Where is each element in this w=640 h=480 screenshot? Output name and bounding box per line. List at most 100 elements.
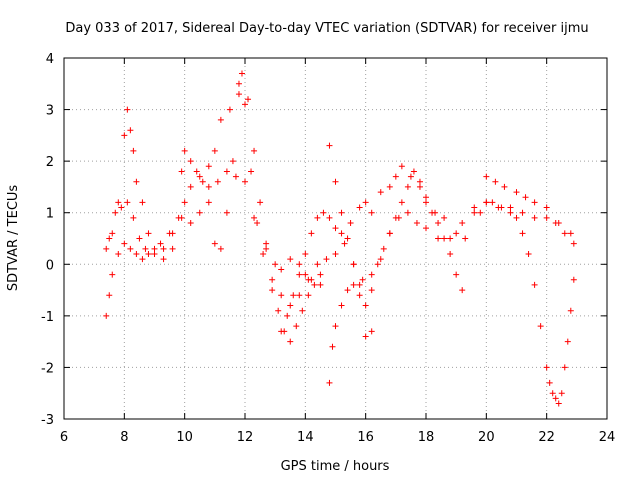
data-point [338, 209, 345, 216]
data-point [133, 178, 140, 185]
data-point [332, 225, 339, 232]
data-point [344, 235, 351, 242]
data-point [531, 281, 538, 288]
x-tick-label: 10 [176, 430, 193, 445]
data-point [453, 230, 460, 237]
data-point [317, 271, 324, 278]
data-point [386, 230, 393, 237]
x-tick-labels: 6 8 10 12 14 16 18 20 22 24 [60, 430, 615, 445]
x-tick-label: 20 [478, 430, 495, 445]
x-tick-label: 22 [538, 430, 555, 445]
data-point [392, 173, 399, 180]
series-track-e [477, 199, 577, 407]
data-point [338, 230, 345, 237]
data-point [248, 168, 255, 175]
data-point [546, 379, 553, 386]
data-point [326, 379, 333, 386]
data-point [362, 333, 369, 340]
data-point [531, 214, 538, 221]
data-point [410, 168, 417, 175]
data-point [115, 199, 122, 206]
data-point [287, 256, 294, 263]
y-axis-label: SDTVAR / TECUs [6, 185, 21, 292]
data-point [564, 338, 571, 345]
data-point [459, 220, 466, 227]
data-point [290, 292, 297, 299]
data-point [356, 281, 363, 288]
data-point [124, 199, 131, 206]
data-point [519, 209, 526, 216]
data-point [260, 250, 267, 257]
data-point [471, 204, 478, 211]
data-point [296, 292, 303, 299]
data-point [477, 209, 484, 216]
data-point [552, 395, 559, 402]
data-point [151, 250, 158, 257]
data-point [275, 307, 282, 314]
x-tick-label: 8 [120, 430, 128, 445]
data-point [263, 245, 270, 252]
data-point [441, 214, 448, 221]
data-point [109, 271, 116, 278]
data-point [377, 189, 384, 196]
data-point [435, 235, 442, 242]
data-point [519, 230, 526, 237]
data-point [296, 261, 303, 268]
data-point [196, 173, 203, 180]
data-point [453, 271, 460, 278]
data-point [489, 199, 496, 206]
data-point [314, 214, 321, 221]
data-point [223, 168, 230, 175]
data-point [245, 96, 252, 103]
data-point [404, 209, 411, 216]
data-point [199, 178, 206, 185]
data-point [323, 256, 330, 263]
data-point [211, 240, 218, 247]
data-points [103, 70, 577, 407]
data-point [169, 245, 176, 252]
data-point [293, 323, 300, 330]
data-point [142, 245, 149, 252]
data-point [178, 168, 185, 175]
data-point [377, 256, 384, 263]
y-tick-label: 2 [46, 155, 54, 170]
data-point [181, 199, 188, 206]
data-point [145, 250, 152, 257]
data-point [416, 183, 423, 190]
data-point [284, 312, 291, 319]
data-point [226, 106, 233, 113]
data-point [543, 204, 550, 211]
data-point [257, 199, 264, 206]
data-point [109, 230, 116, 237]
data-point [447, 235, 454, 242]
data-point [115, 250, 122, 257]
y-tick-label: -1 [41, 310, 54, 325]
data-point [332, 323, 339, 330]
data-point [423, 194, 429, 201]
data-point [332, 178, 339, 185]
data-point [567, 230, 574, 237]
data-point [296, 271, 303, 278]
data-point [263, 240, 270, 247]
data-point [347, 220, 354, 227]
data-point [341, 240, 348, 247]
data-point [127, 245, 134, 252]
y-tick-label: 3 [46, 104, 54, 119]
data-point [492, 178, 499, 185]
data-point [561, 364, 568, 371]
data-point [537, 323, 544, 330]
data-point [416, 178, 423, 185]
data-point [178, 214, 185, 221]
y-tick-labels: -3 -2 -1 0 1 2 3 4 [41, 52, 54, 428]
data-point [169, 230, 176, 237]
data-point [287, 338, 294, 345]
data-point [392, 214, 399, 221]
data-point [139, 256, 146, 263]
data-point [160, 245, 167, 252]
data-point [157, 240, 164, 247]
data-point [570, 240, 577, 247]
data-point [124, 106, 131, 113]
data-point [151, 245, 158, 252]
data-point [302, 250, 309, 257]
